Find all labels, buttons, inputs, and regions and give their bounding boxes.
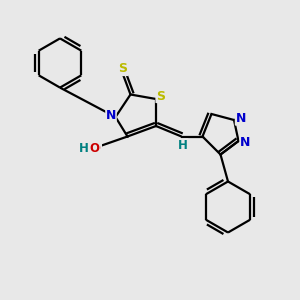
Text: O: O	[89, 142, 100, 155]
Text: N: N	[236, 112, 246, 125]
Text: S: S	[118, 62, 127, 76]
Text: H: H	[79, 142, 89, 155]
Text: HO: HO	[82, 142, 101, 155]
Text: N: N	[106, 109, 116, 122]
Text: H: H	[178, 139, 188, 152]
Text: N: N	[240, 136, 250, 149]
Text: S: S	[156, 89, 165, 103]
